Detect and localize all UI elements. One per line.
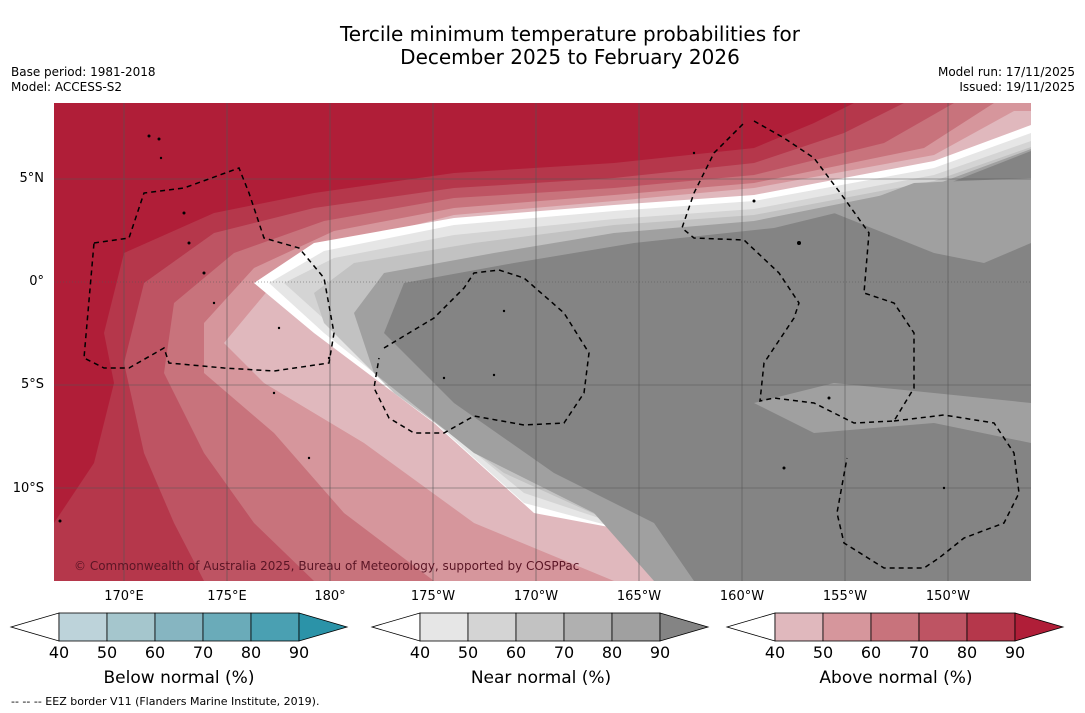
chart-title: Tercile minimum temperature probabilitie… xyxy=(0,23,1085,69)
colorbar-tick-label: 40 xyxy=(764,643,786,662)
near-90-region xyxy=(384,151,1031,581)
colorbar-tick-label: 50 xyxy=(96,643,118,662)
eez-southern-line xyxy=(836,414,1020,569)
eez-kiribati-line xyxy=(681,120,915,424)
colorbar-tick-label: 80 xyxy=(601,643,623,662)
colorbar-tick-label: 90 xyxy=(1004,643,1026,662)
probability-map: © Commonwealth of Australia 2025, Bureau… xyxy=(54,103,1031,581)
colorbar-below-normal xyxy=(9,612,349,642)
colorbar-segment xyxy=(774,612,824,642)
colorbar-segment xyxy=(515,612,565,642)
colorbar-tick-label: 60 xyxy=(505,643,527,662)
eez-footnote: -- -- -- EEZ border V11 (Flanders Marine… xyxy=(11,695,320,708)
colorbar-tick-label: 70 xyxy=(553,643,575,662)
lon-label-175e: 175°E xyxy=(207,589,247,604)
lat-label-10s: 10°S xyxy=(12,481,44,496)
meta-left: Base period: 1981-2018 Model: ACCESS-S2 xyxy=(11,65,156,95)
colorbar-tick-label: 60 xyxy=(144,643,166,662)
colorbar-above-normal xyxy=(725,612,1065,642)
colorbar-tick-label: 80 xyxy=(240,643,262,662)
colorbar-tick-label: 40 xyxy=(48,643,70,662)
title-line-1: Tercile minimum temperature probabilitie… xyxy=(339,22,801,46)
lon-label-150w: 150°W xyxy=(925,589,971,604)
islands xyxy=(58,134,946,523)
colorbars xyxy=(9,612,1065,642)
title-line-2: December 2025 to February 2026 xyxy=(400,45,740,69)
lon-label-170w: 170°W xyxy=(513,589,559,604)
colorbar-segment xyxy=(918,612,968,642)
colorbar-extend-low xyxy=(370,612,421,642)
colorbar-segment xyxy=(966,612,1016,642)
lat-label-equator: 0° xyxy=(29,274,44,289)
colorbar-segment xyxy=(250,612,300,642)
near-70-patch-south xyxy=(754,383,1031,443)
colorbar-tick-label: 80 xyxy=(956,643,978,662)
colorbar-segment xyxy=(202,612,252,642)
colorbar-tick-label: 90 xyxy=(288,643,310,662)
colorbar-label-near: Near normal (%) xyxy=(470,668,612,688)
graticule xyxy=(54,103,1031,581)
colorbar-tick-label: 40 xyxy=(409,643,431,662)
colorbar-segment xyxy=(58,612,108,642)
near-70-patch-east xyxy=(834,178,1031,263)
colorbar-segment xyxy=(870,612,920,642)
lon-label-165w: 165°W xyxy=(616,589,662,604)
eez-borders xyxy=(83,120,1020,569)
lon-label-175w: 175°W xyxy=(410,589,456,604)
meta-right: Model run: 17/11/2025 Issued: 19/11/2025 xyxy=(938,65,1075,95)
colorbar-tick-label: 50 xyxy=(457,643,479,662)
colorbar-segment xyxy=(822,612,872,642)
colorbar-label-below: Below normal (%) xyxy=(103,668,255,688)
copyright-text: © Commonwealth of Australia 2025, Bureau… xyxy=(74,559,579,573)
colorbar-extend-high xyxy=(298,612,349,642)
colorbar-segment xyxy=(611,612,661,642)
colorbar-segment xyxy=(563,612,613,642)
lon-label-160w: 160°W xyxy=(719,589,765,604)
lon-label-170e: 170°E xyxy=(104,589,144,604)
eez-kiribati-phoenix xyxy=(373,269,590,434)
lon-label-155w: 155°W xyxy=(822,589,868,604)
colorbar-segment xyxy=(419,612,469,642)
colorbar-tick-label: 70 xyxy=(908,643,930,662)
model-name: Model: ACCESS-S2 xyxy=(11,80,123,94)
colorbar-extend-low xyxy=(725,612,776,642)
colorbar-label-above: Above normal (%) xyxy=(819,668,973,688)
issued-date: Issued: 19/11/2025 xyxy=(959,80,1075,94)
colorbar-near-normal xyxy=(370,612,710,642)
colorbar-tick-label: 90 xyxy=(649,643,671,662)
eez-kiribati-gilbert xyxy=(83,167,335,372)
base-period: Base period: 1981-2018 xyxy=(11,65,156,79)
model-run: Model run: 17/11/2025 xyxy=(937,65,1075,79)
colorbar-extend-high xyxy=(1014,612,1065,642)
colorbar-segment xyxy=(467,612,517,642)
lat-label-5n: 5°N xyxy=(19,171,45,186)
colorbar-segment xyxy=(154,612,204,642)
lon-label-180: 180° xyxy=(314,589,346,604)
colorbar-extend-low xyxy=(9,612,60,642)
colorbar-tick-label: 60 xyxy=(860,643,882,662)
colorbar-tick-label: 70 xyxy=(192,643,214,662)
colorbar-segment xyxy=(106,612,156,642)
colorbar-tick-label: 50 xyxy=(812,643,834,662)
colorbar-extend-high xyxy=(659,612,710,642)
lat-label-5s: 5°S xyxy=(20,377,44,392)
